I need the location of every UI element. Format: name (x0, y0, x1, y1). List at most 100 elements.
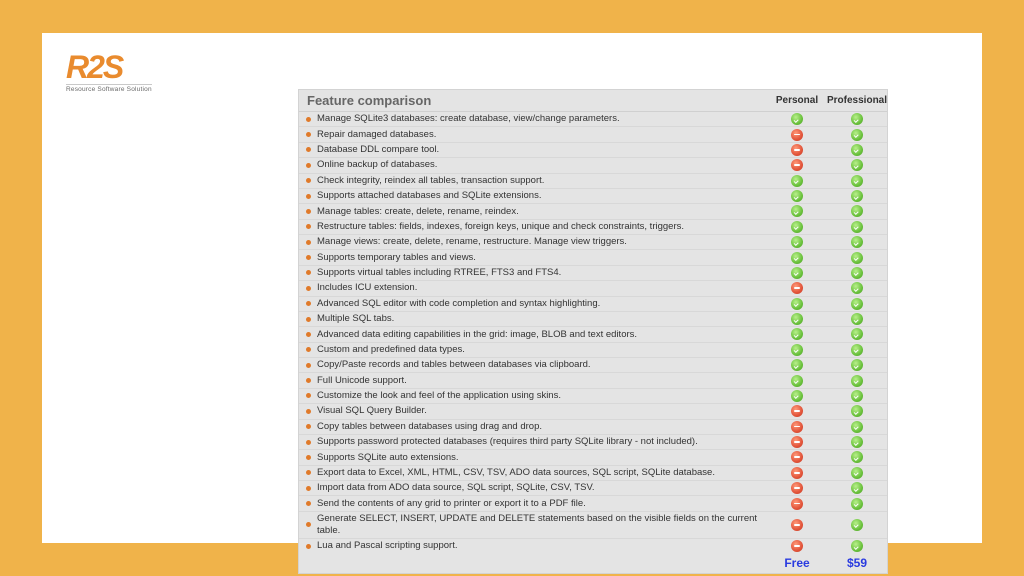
cell-personal (767, 451, 827, 463)
feature-label: Includes ICU extension. (317, 282, 767, 294)
price-professional[interactable]: $59 (827, 556, 887, 570)
cell-professional (827, 221, 887, 233)
check-yes-icon (851, 436, 863, 448)
check-yes-icon (851, 267, 863, 279)
check-yes-icon (851, 175, 863, 187)
check-no-icon (791, 519, 803, 531)
table-row: Visual SQL Query Builder. (299, 404, 887, 419)
feature-label: Advanced SQL editor with code completion… (317, 298, 767, 310)
table-title: Feature comparison (299, 93, 767, 108)
table-row: Custom and predefined data types. (299, 343, 887, 358)
feature-label: Customize the look and feel of the appli… (317, 390, 767, 402)
table-row: Export data to Excel, XML, HTML, CSV, TS… (299, 466, 887, 481)
cell-professional (827, 451, 887, 463)
feature-label: Manage views: create, delete, rename, re… (317, 236, 767, 248)
logo: R2S Resource Software Solution (66, 53, 152, 93)
cell-professional (827, 144, 887, 156)
cell-professional (827, 482, 887, 494)
feature-label: Lua and Pascal scripting support. (317, 540, 767, 552)
cell-personal (767, 359, 827, 371)
feature-label: Multiple SQL tabs. (317, 313, 767, 325)
bullet-icon (306, 544, 311, 549)
check-no-icon (791, 421, 803, 433)
feature-label: Supports SQLite auto extensions. (317, 452, 767, 464)
check-yes-icon (851, 113, 863, 125)
logo-mark: R2S (66, 53, 122, 82)
table-row: Manage SQLite3 databases: create databas… (299, 112, 887, 127)
check-yes-icon (851, 498, 863, 510)
table-row: Lua and Pascal scripting support. (299, 539, 887, 553)
feature-label: Custom and predefined data types. (317, 344, 767, 356)
check-yes-icon (791, 221, 803, 233)
check-yes-icon (851, 144, 863, 156)
check-no-icon (791, 482, 803, 494)
bullet-icon (306, 501, 311, 506)
cell-professional (827, 540, 887, 552)
cell-personal (767, 175, 827, 187)
feature-label: Supports password protected databases (r… (317, 436, 767, 448)
check-yes-icon (851, 467, 863, 479)
table-header-row: Feature comparison Personal Professional (299, 90, 887, 112)
bullet-icon (306, 424, 311, 429)
check-yes-icon (851, 359, 863, 371)
feature-label: Supports attached databases and SQLite e… (317, 190, 767, 202)
table-row: Supports SQLite auto extensions. (299, 450, 887, 465)
table-row: Copy tables between databases using drag… (299, 420, 887, 435)
check-yes-icon (851, 236, 863, 248)
cell-professional (827, 436, 887, 448)
cell-professional (827, 190, 887, 202)
cell-personal (767, 467, 827, 479)
check-yes-icon (791, 328, 803, 340)
cell-personal (767, 313, 827, 325)
cell-personal (767, 159, 827, 171)
cell-personal (767, 236, 827, 248)
table-row: Online backup of databases. (299, 158, 887, 173)
check-yes-icon (851, 375, 863, 387)
cell-personal (767, 252, 827, 264)
check-no-icon (791, 436, 803, 448)
cell-professional (827, 421, 887, 433)
table-row: Customize the look and feel of the appli… (299, 389, 887, 404)
table-row: Manage views: create, delete, rename, re… (299, 235, 887, 250)
bullet-icon (306, 470, 311, 475)
table-row: Advanced SQL editor with code completion… (299, 297, 887, 312)
table-row: Manage tables: create, delete, rename, r… (299, 204, 887, 219)
cell-professional (827, 498, 887, 510)
check-yes-icon (791, 190, 803, 202)
feature-label: Manage SQLite3 databases: create databas… (317, 113, 767, 125)
bullet-icon (306, 286, 311, 291)
check-yes-icon (851, 298, 863, 310)
bullet-icon (306, 240, 311, 245)
check-yes-icon (851, 328, 863, 340)
bullet-icon (306, 209, 311, 214)
cell-personal (767, 328, 827, 340)
feature-label: Manage tables: create, delete, rename, r… (317, 206, 767, 218)
check-no-icon (791, 144, 803, 156)
table-row: Advanced data editing capabilities in th… (299, 327, 887, 342)
check-yes-icon (851, 390, 863, 402)
cell-personal (767, 190, 827, 202)
price-personal[interactable]: Free (767, 556, 827, 570)
table-row: Import data from ADO data source, SQL sc… (299, 481, 887, 496)
check-yes-icon (851, 313, 863, 325)
table-row: Copy/Paste records and tables between da… (299, 358, 887, 373)
table-row: Send the contents of any grid to printer… (299, 496, 887, 511)
table-row: Database DDL compare tool. (299, 143, 887, 158)
check-yes-icon (791, 267, 803, 279)
feature-label: Full Unicode support. (317, 375, 767, 387)
cell-professional (827, 267, 887, 279)
check-yes-icon (791, 205, 803, 217)
cell-personal (767, 375, 827, 387)
check-no-icon (791, 405, 803, 417)
col-header-personal: Personal (767, 95, 827, 106)
check-yes-icon (791, 252, 803, 264)
bullet-icon (306, 332, 311, 337)
cell-professional (827, 298, 887, 310)
check-yes-icon (851, 421, 863, 433)
cell-personal (767, 282, 827, 294)
feature-label: Copy/Paste records and tables between da… (317, 359, 767, 371)
cell-professional (827, 282, 887, 294)
table-row: Restructure tables: fields, indexes, for… (299, 220, 887, 235)
check-no-icon (791, 540, 803, 552)
bullet-icon (306, 117, 311, 122)
